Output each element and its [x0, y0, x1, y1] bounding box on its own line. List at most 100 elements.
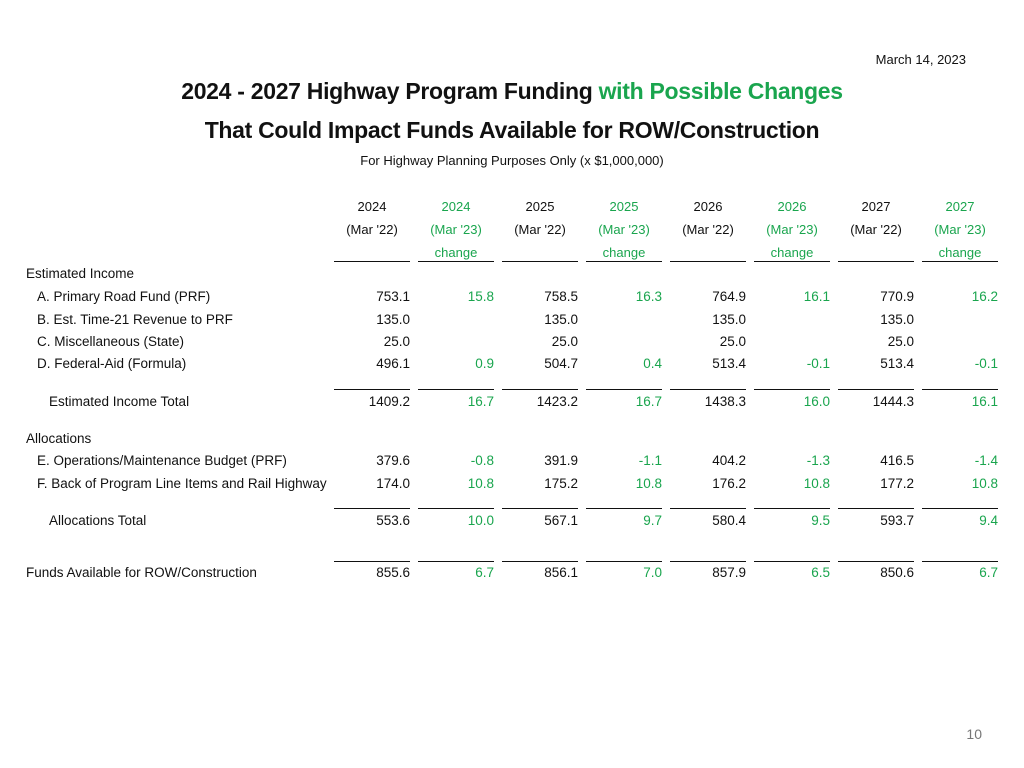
column-header-year: 2026	[693, 199, 723, 214]
table-cell: 504.7	[544, 356, 578, 371]
table-cell: -0.1	[806, 356, 830, 371]
column-header-basis: (Mar '22)	[850, 222, 902, 237]
table-cell: 857.9	[712, 565, 746, 580]
table-cell: 855.6	[376, 565, 410, 580]
column-rule	[922, 261, 998, 262]
column-rule	[502, 508, 578, 509]
table-cell: -1.4	[974, 453, 998, 468]
table-cell: 16.7	[635, 394, 662, 409]
table-cell: 176.2	[712, 476, 746, 491]
row-label: Allocations Total	[49, 513, 147, 528]
column-header: 2027 (Mar '22)	[836, 195, 916, 264]
column-rule	[334, 389, 410, 390]
column-rule	[586, 261, 662, 262]
date-stamp: March 14, 2023	[875, 52, 966, 67]
column-header-basis: (Mar '22)	[346, 222, 398, 237]
table-cell: 135.0	[544, 312, 578, 327]
table-cell: 15.8	[467, 289, 494, 304]
row-label: B. Est. Time-21 Revenue to PRF	[37, 312, 233, 327]
column-header-basis: (Mar '23)	[766, 222, 818, 237]
table-cell: 567.1	[544, 513, 578, 528]
column-header-year: 2027	[945, 199, 975, 214]
table-cell: 7.0	[643, 565, 662, 580]
column-header-basis: (Mar '23)	[934, 222, 986, 237]
table-cell: 753.1	[376, 289, 410, 304]
column-header-basis: (Mar '22)	[514, 222, 566, 237]
column-rule	[586, 508, 662, 509]
column-header: 2024 (Mar '22)	[332, 195, 412, 264]
column-rule	[670, 561, 746, 562]
table-cell: 856.1	[544, 565, 578, 580]
row-label: A. Primary Road Fund (PRF)	[37, 289, 211, 304]
table-cell: 25.0	[551, 334, 578, 349]
table-cell: 16.1	[971, 394, 998, 409]
column-header: 2024 (Mar '23) change	[416, 195, 496, 264]
column-rule	[670, 389, 746, 390]
column-rule	[838, 261, 914, 262]
column-header-year: 2026	[777, 199, 807, 214]
table-cell: 16.0	[803, 394, 830, 409]
table-cell: 513.4	[712, 356, 746, 371]
row-label: Funds Available for ROW/Construction	[26, 565, 257, 580]
table-cell: 135.0	[376, 312, 410, 327]
table-cell: -0.8	[470, 453, 494, 468]
table-cell: 25.0	[887, 334, 914, 349]
row-label: C. Miscellaneous (State)	[37, 334, 185, 349]
column-rule	[502, 389, 578, 390]
column-header-note: change	[602, 245, 646, 260]
column-rule	[922, 508, 998, 509]
table-cell: 416.5	[880, 453, 914, 468]
column-header-basis: (Mar '22)	[682, 222, 734, 237]
column-rule	[334, 508, 410, 509]
table-cell: 177.2	[880, 476, 914, 491]
page-title-line2: That Could Impact Funds Available for RO…	[204, 117, 820, 143]
table-cell: 0.4	[643, 356, 662, 371]
column-rule	[754, 508, 830, 509]
table-cell: 593.7	[880, 513, 914, 528]
column-header: 2027 (Mar '23) change	[920, 195, 1000, 264]
table-cell: 513.4	[880, 356, 914, 371]
table-cell: 6.7	[979, 565, 998, 580]
column-rule	[754, 561, 830, 562]
table-cell: 16.2	[971, 289, 998, 304]
table-cell: 1444.3	[872, 394, 914, 409]
table-cell: 9.4	[979, 513, 998, 528]
column-rule	[838, 389, 914, 390]
table-cell: 6.5	[811, 565, 830, 580]
column-header: 2026 (Mar '23) change	[752, 195, 832, 264]
column-rule	[754, 389, 830, 390]
table-cell: 25.0	[719, 334, 746, 349]
table-cell: 10.0	[467, 513, 494, 528]
column-rule	[334, 561, 410, 562]
table-cell: 6.7	[475, 565, 494, 580]
table-cell: 770.9	[880, 289, 914, 304]
table-cell: 175.2	[544, 476, 578, 491]
table-cell: 580.4	[712, 513, 746, 528]
row-label: Allocations	[26, 431, 92, 446]
column-rule	[418, 508, 494, 509]
column-rule	[502, 561, 578, 562]
table-cell: 9.5	[811, 513, 830, 528]
column-header-year: 2027	[861, 199, 891, 214]
table-cell: 135.0	[880, 312, 914, 327]
table-cell: 174.0	[376, 476, 410, 491]
table-cell: 135.0	[712, 312, 746, 327]
table-cell: 16.7	[467, 394, 494, 409]
table-cell: 25.0	[383, 334, 410, 349]
table-cell: -1.1	[638, 453, 662, 468]
column-header-year: 2024	[441, 199, 471, 214]
column-rule	[418, 389, 494, 390]
table-cell: 1438.3	[704, 394, 746, 409]
column-header-basis: (Mar '23)	[430, 222, 482, 237]
column-rule	[754, 261, 830, 262]
table-cell: -0.1	[974, 356, 998, 371]
column-rule	[334, 261, 410, 262]
column-rule	[418, 561, 494, 562]
column-rule	[838, 508, 914, 509]
table-cell: 9.7	[643, 513, 662, 528]
column-header: 2025 (Mar '22)	[500, 195, 580, 264]
table-cell: 10.8	[635, 476, 662, 491]
table-cell: 10.8	[467, 476, 494, 491]
table-cell: 16.1	[803, 289, 830, 304]
table-cell: 379.6	[376, 453, 410, 468]
